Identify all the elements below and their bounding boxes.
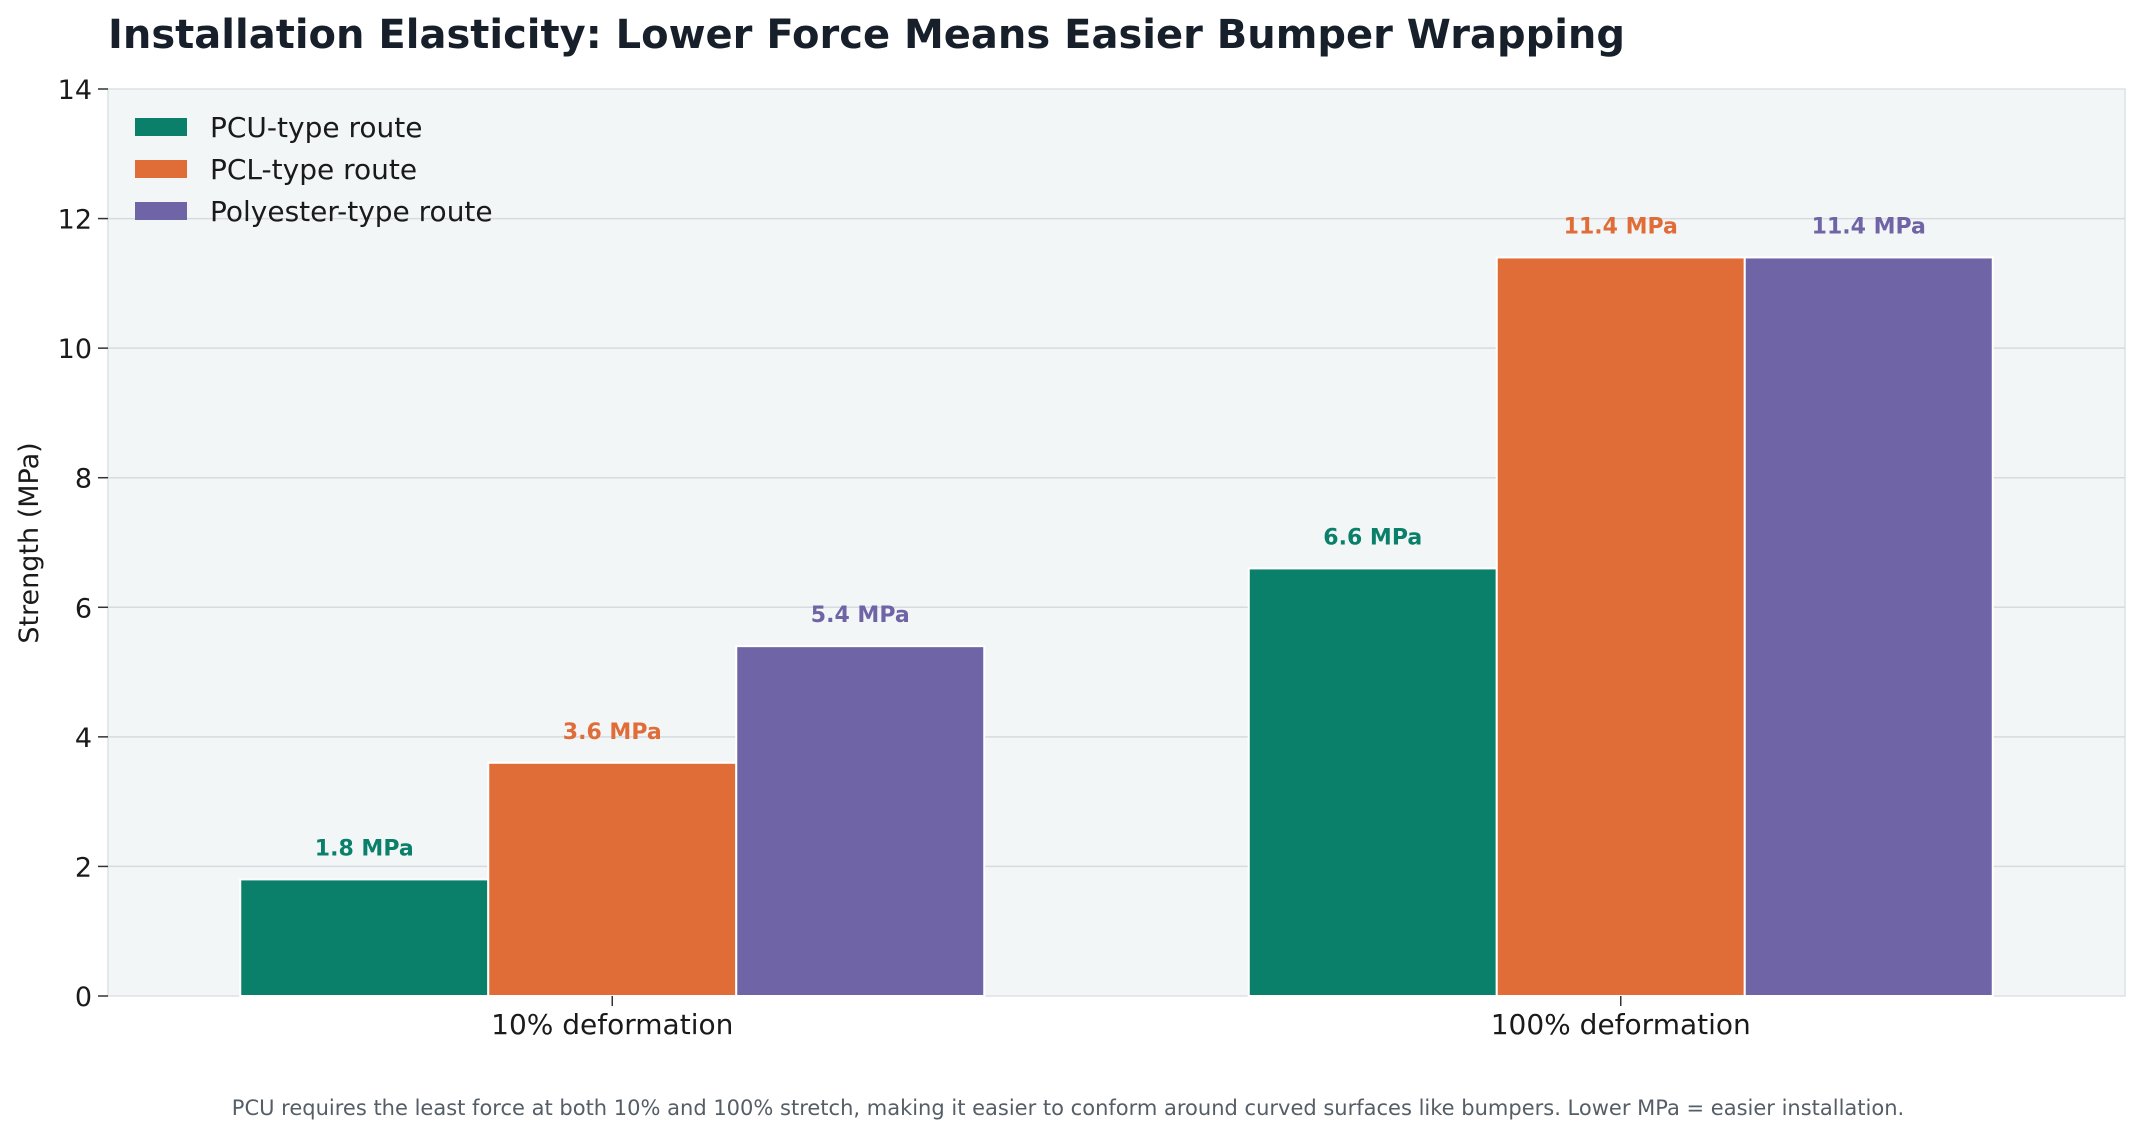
bar-pcl-type-route-0 xyxy=(487,761,738,997)
y-tick-label: 4 xyxy=(75,723,92,754)
legend: PCU-type route PCL-type route Polyester-ty… xyxy=(135,111,493,228)
data-label: 6.6 MPa xyxy=(1323,525,1422,550)
y-tick-label: 8 xyxy=(75,464,92,495)
bar-polyester-type-route-1 xyxy=(1743,256,1994,997)
data-label: 11.4 MPa xyxy=(1564,214,1678,239)
y-tick-label: 2 xyxy=(75,852,92,883)
bar-pcu-type-route-0 xyxy=(239,878,490,998)
chart-title: Installation Elasticity: Lower Force Mea… xyxy=(108,12,1625,58)
legend-label: Polyester-type route xyxy=(210,195,493,228)
y-axis-title: Strength (MPa) xyxy=(14,442,45,643)
y-tick-label: 14 xyxy=(58,75,92,106)
data-label: 5.4 MPa xyxy=(811,603,910,628)
data-label: 1.8 MPa xyxy=(315,836,414,861)
chart-caption: PCU requires the least force at both 10%… xyxy=(232,1096,1904,1120)
y-axis: 0 2 4 6 8 10 12 14 xyxy=(58,75,108,1013)
legend-swatch xyxy=(135,202,187,220)
y-tick-label: 0 xyxy=(75,982,92,1013)
bar-polyester-type-route-0 xyxy=(735,645,986,998)
y-tick-label: 10 xyxy=(58,334,92,365)
legend-swatch xyxy=(135,118,187,136)
bar-pcu-type-route-1 xyxy=(1247,567,1498,998)
data-labels: 1.8 MPa 3.6 MPa 5.4 MPa 6.6 MPa 11.4 MPa 11.4… xyxy=(315,214,1926,861)
bars xyxy=(239,256,1994,998)
legend-label: PCU-type route xyxy=(210,111,422,144)
bar-pcl-type-route-1 xyxy=(1495,256,1746,997)
x-tick-label: 100% deformation xyxy=(1491,1008,1751,1041)
data-label: 3.6 MPa xyxy=(563,720,662,745)
y-tick-label: 12 xyxy=(58,205,92,236)
legend-swatch xyxy=(135,160,187,178)
data-label: 11.4 MPa xyxy=(1812,214,1926,239)
legend-label: PCL-type route xyxy=(210,153,417,186)
y-tick-label: 6 xyxy=(75,593,92,624)
x-tick-label: 10% deformation xyxy=(491,1008,733,1041)
x-axis: 10% deformation 100% deformation xyxy=(491,996,1751,1041)
